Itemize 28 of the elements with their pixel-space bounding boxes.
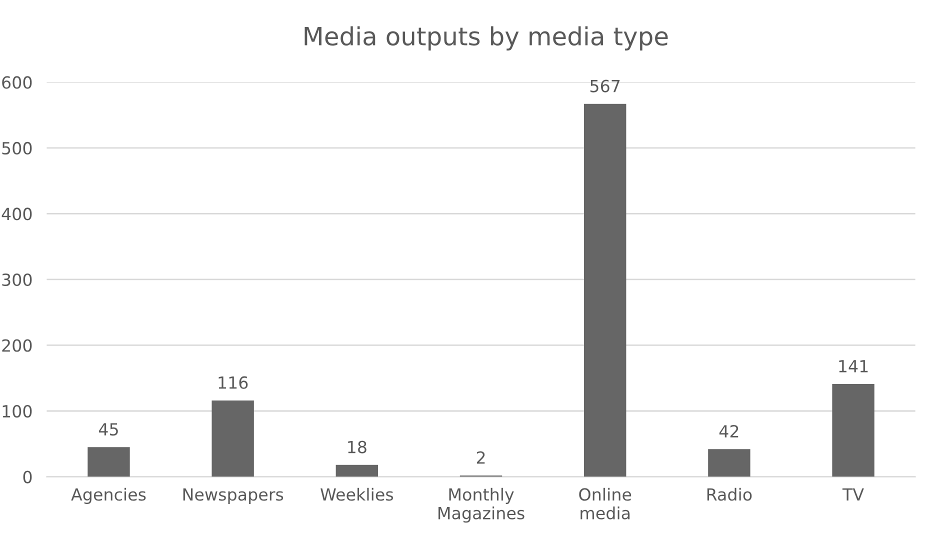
x-tick-label: Agencies (71, 488, 146, 504)
bar (708, 449, 750, 477)
x-tick-label: Online media (579, 488, 632, 520)
y-tick-label: 0 (23, 470, 32, 484)
data-label: 141 (839, 360, 868, 372)
data-label: 45 (98, 423, 118, 436)
data-label: 2 (476, 451, 485, 464)
y-tick-label: 500 (2, 142, 32, 155)
y-tick-label: 200 (2, 339, 32, 352)
chart-title: Media outputs by media type (304, 26, 668, 50)
y-tick-label: 600 (2, 76, 32, 89)
bar (88, 447, 130, 477)
bar (212, 400, 254, 477)
x-tick-label: Monthly Magazines (438, 488, 524, 523)
x-tick-label: Newspapers (183, 488, 284, 504)
data-label: 116 (218, 376, 248, 389)
x-tick-label: Weeklies (320, 488, 394, 501)
x-tick-label: Radio (707, 488, 752, 501)
y-tick-label: 300 (2, 273, 32, 286)
bar (584, 104, 626, 477)
bar (336, 464, 378, 477)
data-label: 42 (719, 424, 738, 438)
bar (832, 384, 874, 477)
x-tick-label: TV (842, 488, 864, 501)
y-tick-label: 100 (2, 404, 32, 418)
data-label: 18 (348, 440, 366, 454)
data-label: 567 (590, 80, 620, 92)
y-tick-label: 400 (2, 208, 32, 220)
